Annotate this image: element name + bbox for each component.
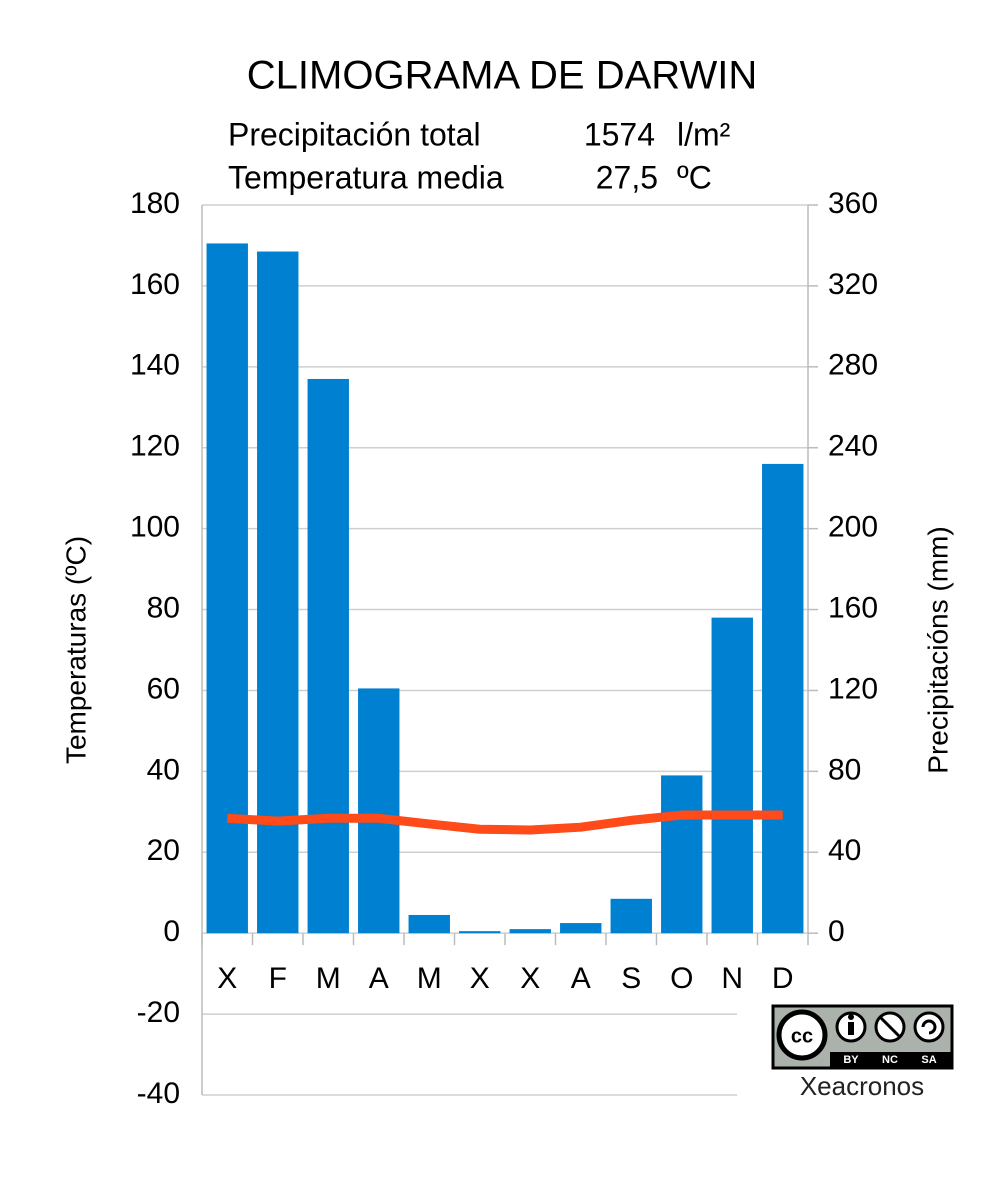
y2-tick-label: 0 xyxy=(828,915,845,948)
x-tick-label: A xyxy=(369,962,389,995)
x-tick-label: X xyxy=(470,962,490,995)
temperature-line xyxy=(226,810,783,835)
y2-tick-label: 40 xyxy=(828,834,861,867)
y-tick-label: -20 xyxy=(137,996,180,1029)
summary-value: 1574 xyxy=(584,116,655,152)
y-tick-label: 40 xyxy=(147,753,180,786)
nc-icon-slash xyxy=(878,1015,902,1039)
summary-value: 27,5 xyxy=(596,159,658,195)
by-icon-body xyxy=(848,1022,854,1035)
y-tick-label: 120 xyxy=(130,430,180,463)
x-tick-label: O xyxy=(670,962,693,995)
license-label: NC xyxy=(882,1054,898,1066)
x-tick-label: F xyxy=(269,962,287,995)
license-label: BY xyxy=(843,1054,859,1066)
y-tick-label: -40 xyxy=(137,1077,180,1110)
y-tick-label: 100 xyxy=(130,511,180,544)
bar xyxy=(610,898,652,934)
license-author: Xeacronos xyxy=(800,1071,924,1101)
y-tick-label: 160 xyxy=(130,268,180,301)
y2-tick-label: 280 xyxy=(828,349,878,382)
bar xyxy=(307,378,349,934)
bar xyxy=(206,243,248,934)
cc-icon xyxy=(776,1009,828,1061)
x-tick-label: N xyxy=(721,962,743,995)
x-tick-label: S xyxy=(621,962,641,995)
y2-tick-label: 240 xyxy=(828,430,878,463)
y-tick-label: 80 xyxy=(147,591,180,624)
x-tick-label: D xyxy=(772,962,794,995)
bar xyxy=(661,775,703,934)
x-tick-label: M xyxy=(316,962,341,995)
y2-tick-label: 200 xyxy=(828,511,878,544)
summary-unit: ºC xyxy=(677,159,712,195)
bar xyxy=(560,923,602,934)
bar xyxy=(762,463,804,934)
bar xyxy=(459,931,501,934)
y-tick-label: 140 xyxy=(130,349,180,382)
summary-unit: l/m² xyxy=(677,116,731,152)
bar xyxy=(509,929,551,934)
x-tick-label: A xyxy=(571,962,591,995)
summary-label: Temperatura media xyxy=(228,159,504,195)
bar xyxy=(711,617,753,934)
x-tick-label: M xyxy=(417,962,442,995)
y-tick-label: 60 xyxy=(147,672,180,705)
sa-icon-arrow xyxy=(921,1019,937,1035)
license-badge: cc BY NC SA Xeacronos xyxy=(737,1000,970,1112)
license-label: SA xyxy=(921,1054,936,1066)
y2-tick-label: 160 xyxy=(828,591,878,624)
y-tick-label: 20 xyxy=(147,834,180,867)
bar xyxy=(408,914,450,934)
x-tick-label: X xyxy=(217,962,237,995)
summary-label: Precipitación total xyxy=(228,116,481,152)
chart-title: CLIMOGRAMA DE DARWIN xyxy=(247,54,757,98)
x-tick-label: X xyxy=(520,962,540,995)
badge-strip xyxy=(830,1052,951,1067)
y-axis-label: Temperaturas (ºC) xyxy=(60,536,91,764)
y2-tick-label: 360 xyxy=(828,187,878,220)
bar xyxy=(257,251,299,934)
by-icon-head xyxy=(848,1014,854,1020)
y2-tick-label: 320 xyxy=(828,268,878,301)
y-tick-label: 0 xyxy=(163,915,180,948)
y2-axis-label: Precipitacións (mm) xyxy=(922,526,953,773)
y-tick-label: 180 xyxy=(130,187,180,220)
y2-tick-label: 120 xyxy=(828,672,878,705)
y2-tick-label: 80 xyxy=(828,753,861,786)
bar xyxy=(358,688,400,934)
sa-icon xyxy=(913,1011,945,1043)
cc-text: cc xyxy=(791,1025,813,1047)
